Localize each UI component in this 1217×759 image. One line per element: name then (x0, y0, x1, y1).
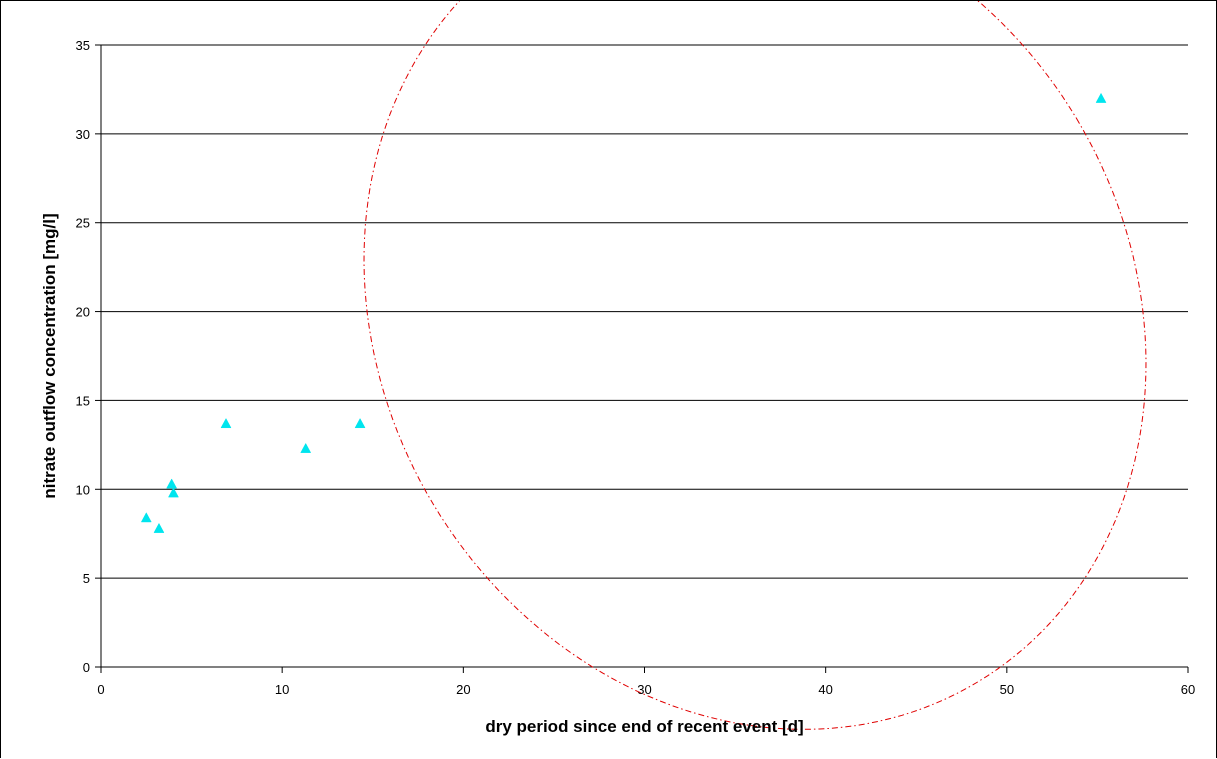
y-tick-label-5: 25 (76, 216, 90, 231)
point-s0-5 (300, 442, 312, 453)
y-axis-title: nitrate outflow concentration [mg/l] (40, 213, 59, 498)
point-s0-1 (153, 522, 165, 533)
x-axis-title: dry period since end of recent event [d] (485, 717, 803, 736)
point-s0-7 (1095, 92, 1107, 103)
y-tick-label-0: 0 (83, 660, 90, 675)
x-tick-label-6: 60 (1181, 682, 1195, 697)
point-s0-0 (140, 512, 152, 523)
gridlines (101, 44, 1188, 579)
y-tick-label-4: 20 (76, 305, 90, 320)
y-tick-label-6: 30 (76, 127, 90, 142)
axes (100, 45, 1188, 668)
y-axis-ticks: 0 5 10 15 20 25 30 35 (76, 38, 101, 675)
y-tick-label-1: 5 (83, 571, 90, 586)
x-tick-label-4: 40 (818, 682, 832, 697)
point-s0-2 (166, 478, 178, 489)
point-s0-3 (168, 487, 179, 498)
x-tick-label-0: 0 (97, 682, 104, 697)
x-tick-label-1: 10 (275, 682, 289, 697)
y-tick-label-2: 10 (76, 482, 90, 497)
x-tick-label-5: 50 (1000, 682, 1014, 697)
x-tick-label-2: 20 (456, 682, 470, 697)
point-s0-6 (354, 418, 366, 429)
x-axis-ticks: 0 10 20 30 40 50 60 (97, 667, 1195, 697)
highlight-ellipse-0 (363, 1, 1147, 730)
data-points (140, 92, 1107, 533)
annotations (363, 1, 1147, 730)
y-tick-label-3: 15 (76, 393, 90, 408)
y-tick-label-7: 35 (76, 38, 90, 53)
point-s0-4 (220, 418, 232, 429)
x-tick-label-3: 30 (637, 682, 651, 697)
